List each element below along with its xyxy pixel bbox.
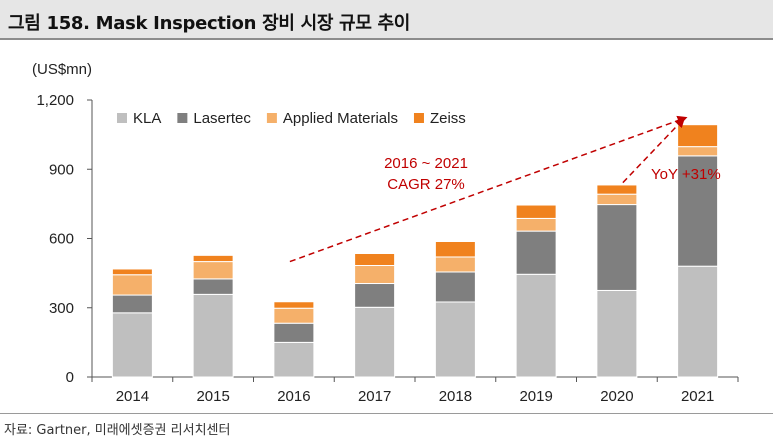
y-tick-label: 600 [49,231,74,248]
figure-title: 그림 158. Mask Inspection 장비 시장 규모 추이 [8,13,411,34]
bar-segment-lasertec [677,155,719,267]
bar-segment-lasertec [596,204,638,291]
bar-segment-kla [596,289,638,378]
legend-swatch [266,113,277,123]
bar-segment-kla [434,301,476,378]
bar-segment-kla [273,341,315,378]
legend-swatch [413,113,424,123]
bar-segment-zeiss [515,204,557,219]
bar-segment-lasertec [515,230,557,275]
yoy-arrow [622,117,686,184]
y-tick-label: 300 [49,300,74,317]
bar-segment-zeiss [111,268,153,276]
footer-divider [0,413,773,414]
cagr-annotation: CAGR 27% [387,176,465,193]
bar-segment-applied-materials [354,265,396,285]
legend-label: Lasertec [193,110,251,127]
bar-segment-lasertec [354,283,396,308]
y-unit-label: (US$mn) [32,61,92,78]
legend-label: KLA [133,110,161,127]
bar-segment-kla [515,273,557,378]
bar-segment-zeiss [273,301,315,309]
bar-segment-applied-materials [434,256,476,273]
bar-segment-kla [111,312,153,378]
source-note: 자료: Gartner, 미래에셋증권 리서치센터 [4,423,231,438]
bar-segment-applied-materials [515,217,557,232]
bar-segment-lasertec [434,271,476,303]
figure-title-bar: 그림 158. Mask Inspection 장비 시장 규모 추이 [0,0,773,40]
bar-segment-zeiss [354,253,396,267]
bar-segment-lasertec [273,322,315,343]
x-tick-label: 2019 [519,388,552,405]
bar-segment-lasertec [192,278,234,295]
yoy-annotation: YoY +31% [651,166,721,183]
bar-segment-kla [192,293,234,378]
bar-segment-applied-materials [111,274,153,296]
legend-label: Applied Materials [283,110,398,127]
legend-swatch [177,113,188,123]
bar-segment-zeiss [677,124,719,148]
x-tick-label: 2020 [600,388,633,405]
legend-label: Zeiss [430,110,466,127]
cagr-trend-arrow [289,115,688,263]
cagr-annotation: 2016 ~ 2021 [384,155,468,172]
bar-segment-lasertec [111,294,153,314]
bar-segment-zeiss [434,241,476,258]
bar-segment-zeiss [596,184,638,195]
x-tick-label: 2018 [439,388,472,405]
x-tick-label: 2015 [196,388,229,405]
legend-swatch [117,113,127,123]
y-tick-label: 900 [49,161,74,178]
bar-segment-kla [354,306,396,378]
x-tick-label: 2016 [277,388,310,405]
bar-segment-applied-materials [596,193,638,206]
y-tick-label: 1,200 [36,92,74,109]
x-tick-label: 2014 [116,388,149,405]
x-tick-label: 2017 [358,388,391,405]
x-tick-label: 2021 [681,388,714,405]
bar-segment-kla [677,265,719,378]
y-tick-label: 0 [66,369,74,386]
bar-segment-zeiss [192,254,234,263]
bar-segment-applied-materials [192,261,234,280]
bar-segment-applied-materials [273,307,315,324]
bar-segment-applied-materials [677,146,719,157]
